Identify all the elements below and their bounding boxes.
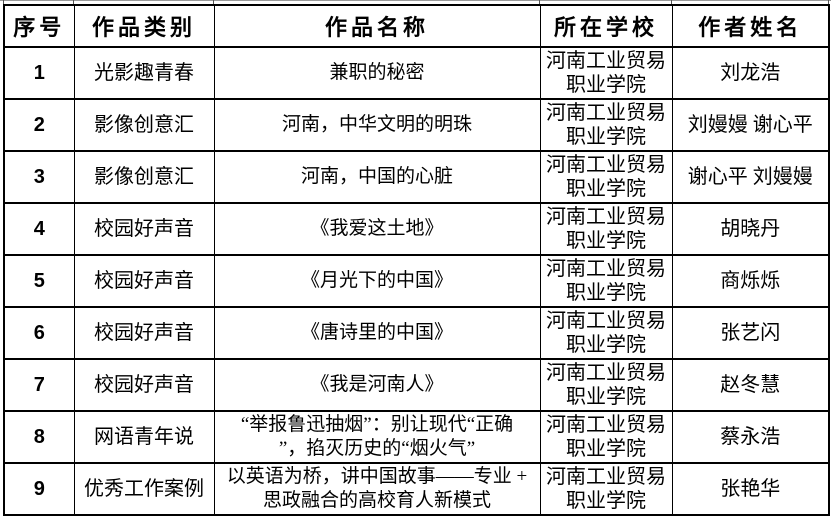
- cell-author: 商烁烁: [671, 254, 830, 308]
- cell-category: 网语青年说: [73, 410, 215, 464]
- table-row: 4 校园好声音 《我爱这土地》 河南工业贸易 职业学院 胡晓丹: [3, 202, 830, 256]
- cell-category: 校园好声音: [73, 306, 215, 360]
- cell-no: 2: [3, 98, 75, 152]
- cell-category: 光影趣青春: [73, 46, 215, 100]
- cell-school: 河南工业贸易 职业学院: [539, 410, 673, 464]
- cell-author: 谢心平 刘嫚嫚: [671, 150, 830, 204]
- cell-no: 3: [3, 150, 75, 204]
- table-row: 7 校园好声音 《我是河南人》 河南工业贸易 职业学院 赵冬慧: [3, 358, 830, 412]
- table-row: 1 光影趣青春 兼职的秘密 河南工业贸易 职业学院 刘龙浩: [3, 46, 830, 100]
- cell-no: 4: [3, 202, 75, 256]
- crop-artifact-tick: [671, 0, 672, 4]
- cell-title: 河南，中华文明的明珠: [213, 98, 541, 152]
- cell-author: 蔡永浩: [671, 410, 830, 464]
- cell-title: 《月光下的中国》: [213, 254, 541, 308]
- table-row: 2 影像创意汇 河南，中华文明的明珠 河南工业贸易 职业学院 刘嫚嫚 谢心平: [3, 98, 830, 152]
- header-row: 序号 作品类别 作品名称 所在学校 作者姓名: [3, 4, 830, 48]
- crop-artifact-tick: [539, 0, 540, 4]
- header-category: 作品类别: [73, 4, 215, 48]
- cell-no: 1: [3, 46, 75, 100]
- cell-school: 河南工业贸易 职业学院: [539, 98, 673, 152]
- cell-no: 9: [3, 462, 75, 516]
- crop-artifact-tick: [828, 0, 829, 4]
- cell-school: 河南工业贸易 职业学院: [539, 150, 673, 204]
- cell-category: 影像创意汇: [73, 150, 215, 204]
- cell-author: 刘嫚嫚 谢心平: [671, 98, 830, 152]
- cell-school: 河南工业贸易 职业学院: [539, 254, 673, 308]
- cell-title: 《唐诗里的中国》: [213, 306, 541, 360]
- crop-artifact-line: [0, 0, 831, 1]
- cell-title: 河南，中国的心脏: [213, 150, 541, 204]
- table-row: 6 校园好声音 《唐诗里的中国》 河南工业贸易 职业学院 张艺闪: [3, 306, 830, 360]
- crop-artifact-tick: [213, 0, 214, 4]
- cell-category: 影像创意汇: [73, 98, 215, 152]
- cell-author: 张艺闪: [671, 306, 830, 360]
- cell-title: 以英语为桥，讲中国故事——专业 + 思政融合的高校育人新模式: [213, 462, 541, 516]
- table-row: 8 网语青年说 “举报鲁迅抽烟”：别让现代“正确 ”，掐灭历史的“烟火气” 河南…: [3, 410, 830, 464]
- crop-artifact-tick: [3, 0, 4, 4]
- cell-title: 兼职的秘密: [213, 46, 541, 100]
- table-row: 3 影像创意汇 河南，中国的心脏 河南工业贸易 职业学院 谢心平 刘嫚嫚: [3, 150, 830, 204]
- table-row: 5 校园好声音 《月光下的中国》 河南工业贸易 职业学院 商烁烁: [3, 254, 830, 308]
- cell-school: 河南工业贸易 职业学院: [539, 202, 673, 256]
- crop-artifact-tick: [73, 0, 74, 4]
- cell-no: 7: [3, 358, 75, 412]
- table-row: 9 优秀工作案例 以英语为桥，讲中国故事——专业 + 思政融合的高校育人新模式 …: [3, 462, 830, 516]
- cell-author: 刘龙浩: [671, 46, 830, 100]
- cell-author: 赵冬慧: [671, 358, 830, 412]
- cell-title: 《我是河南人》: [213, 358, 541, 412]
- cell-school: 河南工业贸易 职业学院: [539, 306, 673, 360]
- cell-no: 6: [3, 306, 75, 360]
- cell-category: 校园好声音: [73, 202, 215, 256]
- cell-category: 校园好声音: [73, 358, 215, 412]
- header-no: 序号: [3, 4, 75, 48]
- cell-author: 张艳华: [671, 462, 830, 516]
- cell-school: 河南工业贸易 职业学院: [539, 358, 673, 412]
- cell-author: 胡晓丹: [671, 202, 830, 256]
- cell-category: 校园好声音: [73, 254, 215, 308]
- cell-category: 优秀工作案例: [73, 462, 215, 516]
- cell-school: 河南工业贸易 职业学院: [539, 46, 673, 100]
- cell-title: 《我爱这土地》: [213, 202, 541, 256]
- header-author: 作者姓名: [671, 4, 830, 48]
- cell-no: 8: [3, 410, 75, 464]
- header-title: 作品名称: [213, 4, 541, 48]
- cell-school: 河南工业贸易 职业学院: [539, 462, 673, 516]
- award-works-table: 序号 作品类别 作品名称 所在学校 作者姓名 1 光影趣青春 兼职的秘密 河南工…: [3, 4, 830, 516]
- cell-no: 5: [3, 254, 75, 308]
- header-school: 所在学校: [539, 4, 673, 48]
- cell-title: “举报鲁迅抽烟”：别让现代“正确 ”，掐灭历史的“烟火气”: [213, 410, 541, 464]
